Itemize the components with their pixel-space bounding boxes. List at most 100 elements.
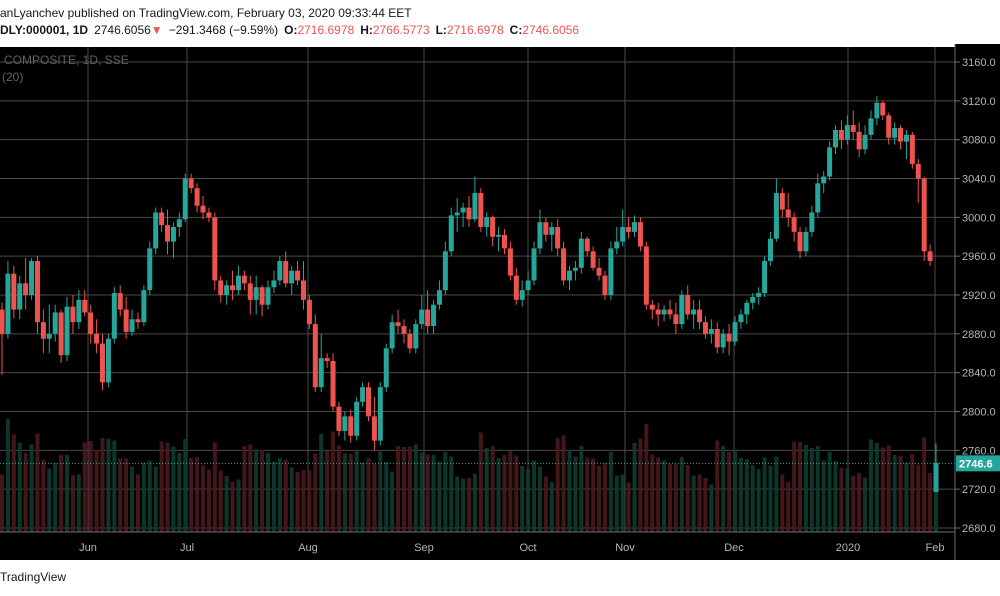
candle-body (454, 212, 460, 216)
candle-body (809, 212, 815, 232)
candle-body (673, 314, 679, 325)
candle-body (667, 309, 673, 315)
volume-bar (47, 468, 52, 532)
candle-body (230, 285, 236, 291)
candle-body (490, 217, 496, 237)
candle-body (685, 295, 691, 315)
volume-bar (472, 473, 477, 532)
volume-bar (727, 452, 732, 532)
candlestick-chart[interactable]: 3160.0 3120.0 3080.0 3040.0 3000.0 2960.0 2920… (0, 44, 1000, 560)
candle-body (40, 322, 46, 339)
candle-body (82, 299, 88, 313)
candle-body (419, 309, 425, 325)
candle-body (448, 215, 454, 252)
volume-bar (774, 456, 779, 532)
open-label: O: (284, 23, 298, 37)
candle-body (714, 328, 720, 348)
volume-bar (461, 478, 466, 532)
chart-panel[interactable]: 3160.0 3120.0 3080.0 3040.0 3000.0 2960.0 2920… (0, 44, 1000, 560)
candle-body (235, 275, 241, 291)
candle-body (720, 333, 726, 348)
price-scale[interactable] (955, 44, 1000, 560)
high-label: H: (360, 23, 373, 37)
candle-body (265, 287, 271, 305)
volume-bar (750, 465, 755, 532)
y-tick-label: 2720.0 (962, 484, 996, 496)
x-tick-label: Jun (79, 542, 97, 554)
volume-bar (455, 476, 460, 532)
candle-body (507, 248, 513, 276)
candle-body (608, 248, 614, 295)
volume-bar (614, 475, 619, 532)
candle-body (596, 267, 602, 276)
volume-bar (561, 435, 566, 532)
volume-bar (29, 444, 34, 532)
time-scale-labels[interactable]: Jun Jul Aug Sep Oct Nov Dec 2020 Feb (79, 542, 944, 554)
tradingview-brand[interactable]: TradingView (0, 570, 67, 584)
candle-body (649, 304, 655, 310)
candle-body (838, 129, 844, 140)
volume-bar (336, 445, 341, 532)
candle-body (868, 118, 874, 135)
candle-body (224, 285, 230, 295)
price-scale-labels: 3160.0 3120.0 3080.0 3040.0 3000.0 2960.0 2920… (955, 57, 996, 535)
candle-body (472, 193, 478, 220)
candle-body (395, 322, 401, 327)
volume-bar (709, 484, 714, 532)
volume-bars (0, 419, 938, 532)
candle-body (655, 309, 661, 315)
volume-bar (236, 479, 241, 532)
candle-body (312, 324, 318, 388)
candle-body (614, 241, 620, 249)
volume-bar (632, 443, 637, 532)
volume-bar (124, 458, 129, 532)
legend-indicator: (20) (2, 70, 23, 84)
x-tick-label: Oct (519, 542, 536, 554)
volume-bar (579, 446, 584, 532)
candle-body (513, 275, 519, 300)
candle-body (425, 309, 431, 327)
candle-body (566, 270, 572, 281)
legend-symbol: COMPOSITE, 1D, SSE (4, 53, 129, 67)
volume-bar (857, 473, 862, 532)
x-tick-label: Dec (724, 542, 744, 554)
x-tick-label: Nov (615, 542, 635, 554)
volume-bar (874, 443, 879, 532)
candle-body (170, 227, 176, 242)
volume-bar (307, 470, 312, 532)
candle-body (584, 238, 590, 252)
candle-body (892, 128, 898, 138)
candle-body (744, 302, 750, 315)
candle-body (153, 212, 159, 249)
candle-body (117, 293, 123, 310)
candle-body (271, 280, 277, 288)
volume-bar (478, 432, 483, 532)
candle-body (773, 193, 779, 239)
candle-body (306, 299, 312, 325)
candle-body (295, 270, 301, 281)
volume-bar (147, 460, 152, 532)
volume-bar (407, 446, 412, 532)
candle-body (933, 462, 939, 493)
candle-body (496, 234, 502, 237)
candle-body (165, 225, 171, 242)
volume-bar (916, 464, 921, 532)
volume-bar (171, 446, 176, 532)
symbol-label[interactable]: DLY:000001, 1D (0, 23, 89, 37)
candle-body (921, 178, 927, 252)
candle-body (354, 401, 360, 436)
x-tick-label: Sep (414, 542, 434, 554)
candle-body (247, 283, 253, 300)
volume-bar (413, 444, 418, 532)
volume-bar (53, 463, 58, 532)
volume-bar (189, 458, 194, 532)
candle-body (70, 306, 76, 323)
candle-body (442, 251, 448, 291)
candle-body (862, 134, 868, 150)
volume-bar (851, 475, 856, 532)
candle-body (525, 280, 531, 291)
candle-body (880, 102, 886, 116)
volume-bar (242, 446, 247, 532)
volume-bar (567, 450, 572, 532)
candle-body (277, 261, 283, 281)
